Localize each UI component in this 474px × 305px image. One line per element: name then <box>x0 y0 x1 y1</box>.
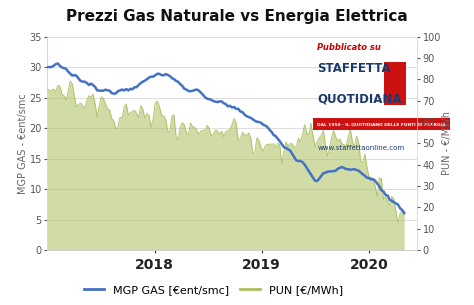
FancyBboxPatch shape <box>384 62 406 105</box>
Y-axis label: MGP GAS - €ent/smc: MGP GAS - €ent/smc <box>18 93 28 194</box>
Legend: MGP GAS [€ent/smc], PUN [€/MWh]: MGP GAS [€ent/smc], PUN [€/MWh] <box>79 281 347 300</box>
Text: QUOTIDIANA: QUOTIDIANA <box>317 92 402 105</box>
Text: DAL 1950 · IL QUOTIDIANO DELLE FONTI DI ENERGIA: DAL 1950 · IL QUOTIDIANO DELLE FONTI DI … <box>317 122 446 126</box>
Y-axis label: PUN - €/MWh: PUN - €/MWh <box>442 111 453 175</box>
Text: www.staffettaonline.com: www.staffettaonline.com <box>317 145 404 152</box>
Text: Prezzi Gas Naturale vs Energia Elettrica: Prezzi Gas Naturale vs Energia Elettrica <box>66 9 408 24</box>
Text: STAFFETTA: STAFFETTA <box>317 62 391 75</box>
Text: Pubblicato su: Pubblicato su <box>317 43 381 52</box>
